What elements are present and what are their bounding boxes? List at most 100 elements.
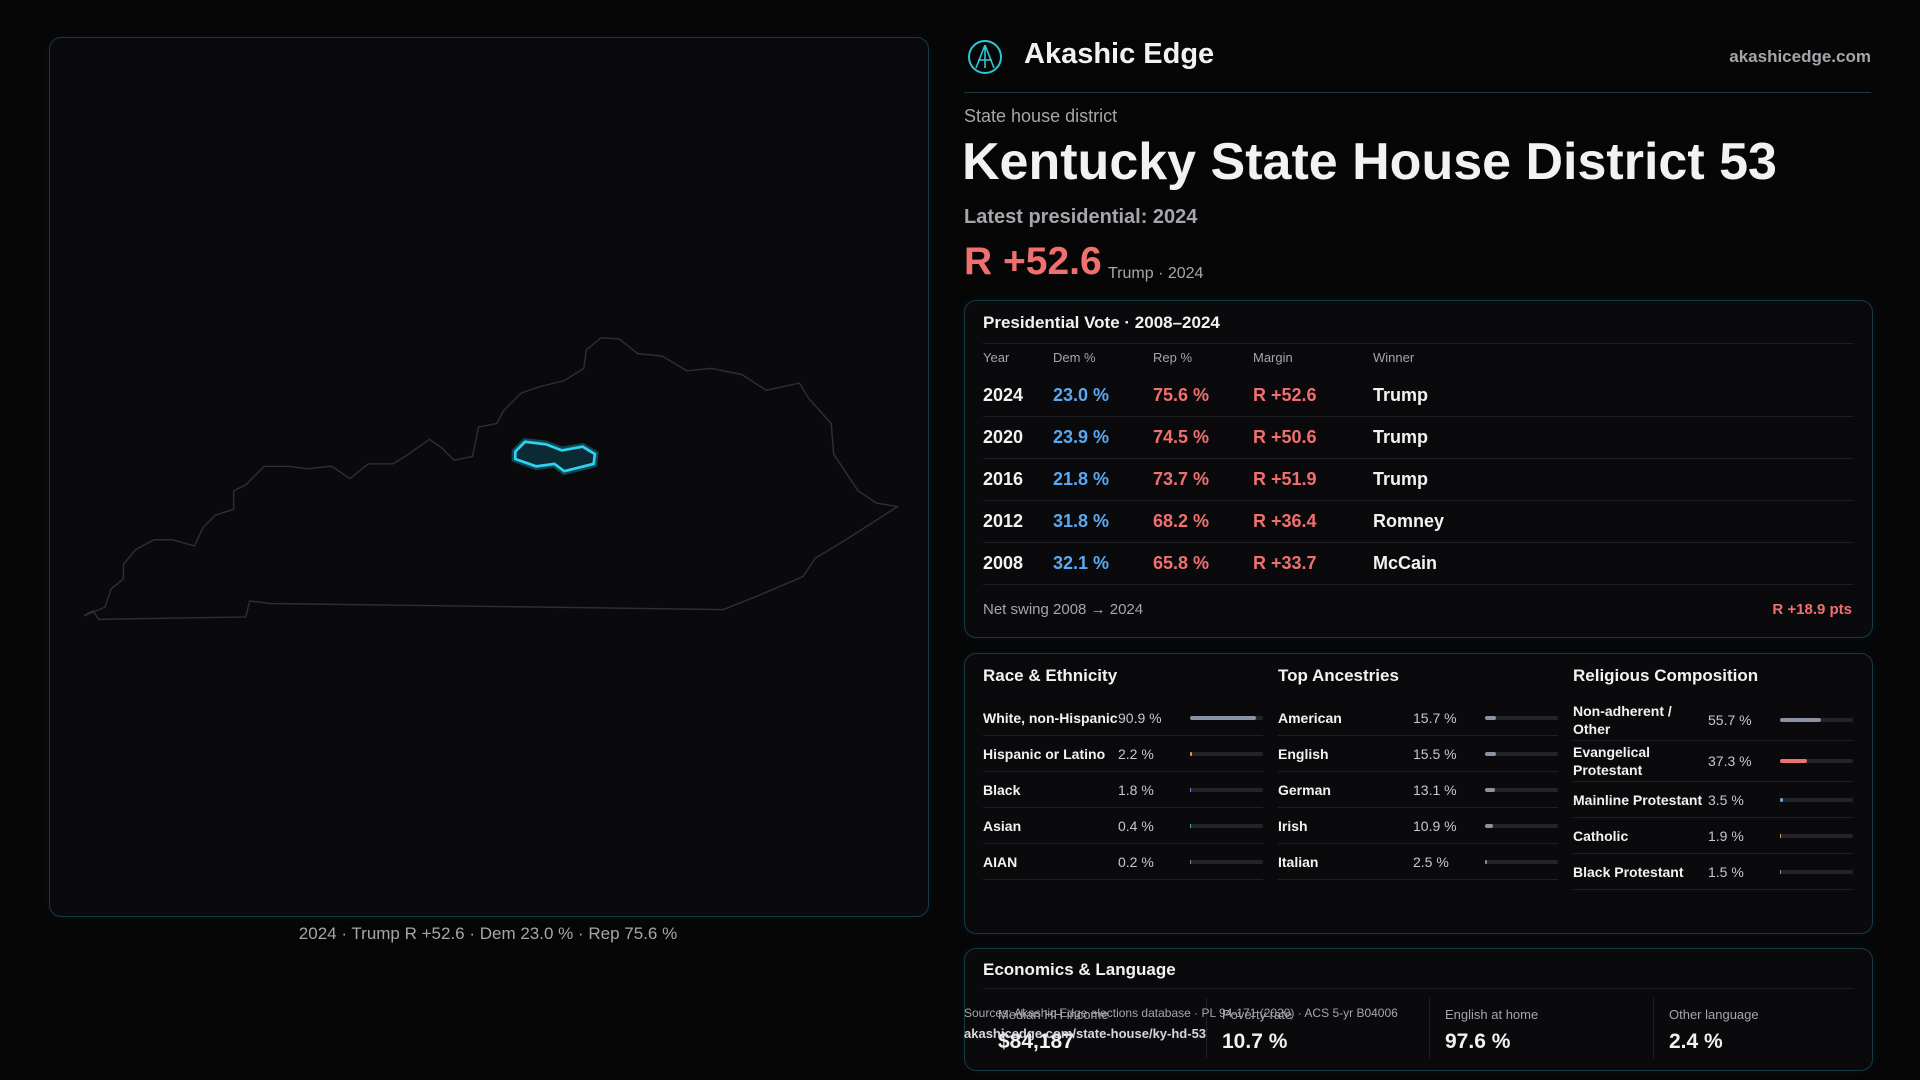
table-cell: 2012 — [983, 511, 1024, 531]
table-cell: 31.8 % — [1053, 511, 1110, 531]
card-title: Economics & Language — [983, 960, 1176, 979]
logo — [968, 40, 1002, 74]
column-header: Year — [983, 350, 1010, 365]
item-label: Catholic — [1573, 827, 1629, 844]
bar — [1780, 833, 1782, 838]
item-value: 37.3 % — [1708, 753, 1752, 769]
list-row: Non-adherent / Other 55.7 % — [1573, 700, 1853, 741]
sources: Sources: Akashic Edge elections database… — [964, 1006, 1398, 1020]
swing-value: R +18.9 pts — [1772, 601, 1852, 618]
list: American 15.7 % English 15.5 % German 13.1 % I… — [1278, 700, 1558, 880]
item-value: 0.2 % — [1118, 853, 1154, 870]
item-label: Italian — [1278, 853, 1319, 870]
margin-note: Trump · 2024 — [1108, 265, 1204, 282]
item-value: 10.9 % — [1413, 817, 1457, 834]
map-panel — [49, 37, 929, 917]
bar — [1485, 715, 1497, 720]
table-cell: 65.8 % — [1153, 553, 1210, 573]
item-label: Non-adherent / Other — [1573, 703, 1672, 737]
list-row: Hispanic or Latino 2.2 % — [983, 736, 1263, 772]
bar-track — [1190, 751, 1263, 756]
table-cell: 2016 — [983, 469, 1024, 489]
bar-track — [1485, 715, 1558, 720]
table-cell: 73.7 % — [1153, 469, 1210, 489]
map — [83, 336, 900, 621]
divider — [983, 988, 1853, 989]
table-cell: R +51.9 — [1253, 469, 1317, 489]
kicker: State house district — [964, 106, 1118, 126]
margin: R +52.6 — [964, 240, 1102, 283]
table-cell: 21.8 % — [1053, 469, 1110, 489]
bar-track — [1485, 787, 1558, 792]
table-cell: 2020 — [983, 427, 1024, 447]
bar — [1780, 797, 1783, 802]
list-row: White, non-Hispanic 90.9 % — [983, 700, 1263, 736]
item-value: 1.9 % — [1708, 827, 1744, 844]
list-row: AIAN 0.2 % — [983, 844, 1263, 880]
table-cell: Trump — [1373, 427, 1429, 447]
divider — [1653, 998, 1654, 1058]
list-row: German 13.1 % — [1278, 772, 1558, 808]
table-row: 2016 21.8 % 73.7 % R +51.9 Trump — [983, 459, 1853, 501]
item-label: English — [1278, 745, 1329, 762]
latest: Latest presidential: 2024 — [964, 206, 1198, 228]
item-label: American — [1278, 709, 1342, 726]
section-title: Top Ancestries — [1278, 666, 1399, 685]
presidential-card — [964, 300, 1873, 638]
table-cell: 23.9 % — [1053, 427, 1110, 447]
item-value: 3.5 % — [1708, 791, 1744, 808]
bar-track — [1780, 833, 1853, 838]
divider — [1206, 998, 1207, 1058]
list-row: Black Protestant 1.5 % — [1573, 854, 1853, 890]
list-row: Black 1.8 % — [983, 772, 1263, 808]
item-label: Black Protestant — [1573, 863, 1684, 880]
item-value: 2.5 % — [1413, 853, 1449, 870]
stat-value: 2.4 % — [1669, 1030, 1723, 1053]
stat-label: Other language — [1669, 1007, 1759, 1022]
bar — [1780, 869, 1782, 874]
list-row: Evangelical Protestant 37.3 % — [1573, 741, 1853, 782]
column-header: Dem % — [1053, 350, 1096, 365]
list-row: Irish 10.9 % — [1278, 808, 1558, 844]
list: Non-adherent / Other 55.7 % Evangelical Pr… — [1573, 700, 1853, 890]
bar-track — [1780, 718, 1853, 722]
item-label: White, non-Hispanic — [983, 709, 1118, 726]
item-value: 0.4 % — [1118, 817, 1154, 834]
item-label: Hispanic or Latino — [983, 745, 1106, 762]
bar — [1190, 787, 1192, 792]
item-value: 15.5 % — [1413, 745, 1457, 762]
map-caption: 2024 · Trump R +52.6 · Dem 23.0 % · Rep … — [298, 924, 678, 943]
bar — [1190, 715, 1257, 720]
table-cell: 23.0 % — [1053, 385, 1110, 405]
table-cell: R +33.7 — [1253, 553, 1317, 573]
list: White, non-Hispanic 90.9 % Hispanic or Lat… — [983, 700, 1263, 880]
bar — [1485, 859, 1487, 864]
item-value: 13.1 % — [1413, 781, 1457, 798]
table-row: 2020 23.9 % 74.5 % R +50.6 Trump — [983, 417, 1853, 459]
table-cell: Trump — [1373, 469, 1429, 489]
stat-label: Poverty rate — [1222, 1007, 1293, 1022]
source-url[interactable]: akashicedge.com/state-house/ky-hd-53 — [964, 1026, 1207, 1041]
item-label: Evangelical Protestant — [1573, 744, 1651, 778]
site[interactable]: akashicedge.com — [1729, 47, 1871, 66]
column-header: Winner — [1373, 350, 1415, 365]
item-label: German — [1278, 781, 1331, 798]
list-row: American 15.7 % — [1278, 700, 1558, 736]
section-title: Religious Composition — [1573, 666, 1759, 685]
item-label: Asian — [983, 817, 1022, 834]
divider — [1429, 998, 1430, 1058]
table-cell: R +36.4 — [1253, 511, 1317, 531]
bar — [1780, 718, 1821, 722]
section-title: Race & Ethnicity — [983, 666, 1118, 685]
bar-track — [1780, 797, 1853, 802]
item-value: 1.8 % — [1118, 781, 1154, 798]
list-row: Italian 2.5 % — [1278, 844, 1558, 880]
list-row: Catholic 1.9 % — [1573, 818, 1853, 854]
table-cell: 32.1 % — [1053, 553, 1110, 573]
stat-value: 97.6 % — [1445, 1030, 1511, 1053]
table-cell: 2008 — [983, 553, 1024, 573]
bar-track — [1190, 823, 1263, 828]
column-header: Rep % — [1153, 350, 1193, 365]
district-shape — [513, 440, 597, 473]
district-title: Kentucky State House District 53 — [962, 133, 1777, 191]
